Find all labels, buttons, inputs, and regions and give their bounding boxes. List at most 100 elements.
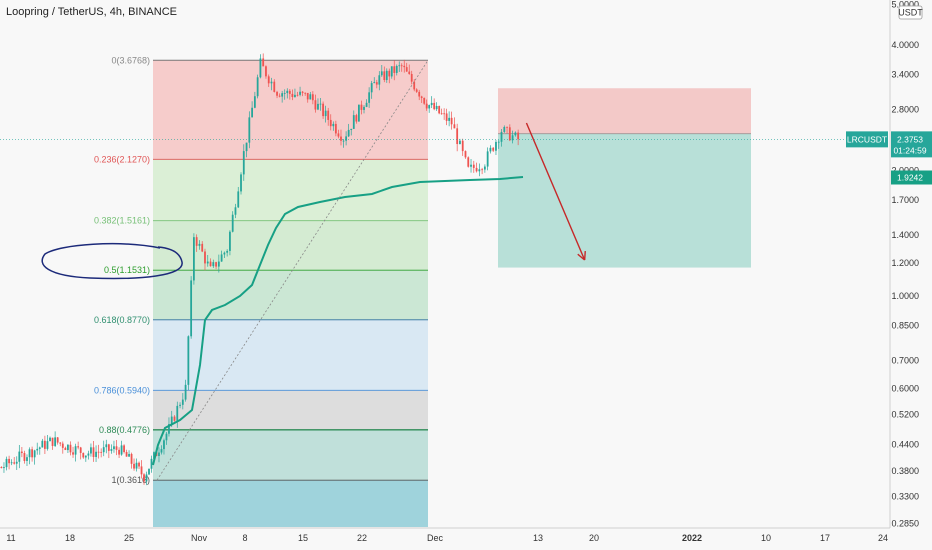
candle-body <box>375 82 378 85</box>
candle-body <box>3 467 5 469</box>
candle-body <box>467 157 470 167</box>
time-tick-label: 18 <box>65 533 75 543</box>
time-axis-bg <box>0 528 932 550</box>
ma-value: 1.9242 <box>897 172 923 182</box>
price-tick-label: 0.3300 <box>891 492 919 502</box>
candle-body <box>332 123 335 127</box>
candle-body <box>215 262 217 267</box>
drawings <box>0 60 888 481</box>
candle-body <box>97 451 100 453</box>
fib-band <box>153 390 428 430</box>
candle-body <box>153 452 155 459</box>
candle-body <box>291 93 294 98</box>
candle-body <box>95 451 97 457</box>
candle-body <box>120 445 123 455</box>
candle-body <box>26 457 28 461</box>
candle-body <box>327 110 330 120</box>
candle-body <box>514 132 517 136</box>
fib-label: 0.382(1.5161) <box>94 216 150 226</box>
candle-body <box>10 462 13 464</box>
candle-body <box>110 449 113 451</box>
candle-body <box>500 131 503 142</box>
fib-trend-line <box>156 60 429 481</box>
candle-body <box>283 93 286 94</box>
candle-body <box>170 416 173 425</box>
candle-body <box>256 77 259 97</box>
candle-body <box>105 444 108 448</box>
candle-body <box>46 441 49 449</box>
candle-body <box>67 444 69 451</box>
fib-band <box>153 429 428 481</box>
candle-body <box>115 446 118 450</box>
fib-band <box>153 270 428 320</box>
price-tick-label: 4.0000 <box>891 40 919 50</box>
candle-body <box>51 437 54 446</box>
time-tick-label: 2022 <box>682 533 702 543</box>
candle-body <box>296 94 299 96</box>
candle-body <box>100 451 103 453</box>
candle-body <box>229 231 231 251</box>
candle-body <box>23 453 26 461</box>
candle-body <box>253 96 256 108</box>
candle-body <box>217 261 220 267</box>
candle-body <box>329 119 332 127</box>
candle-body <box>128 453 130 457</box>
fib-label: 0.618(0.8770) <box>94 315 150 325</box>
candle-body <box>368 92 371 103</box>
bar-countdown: 01:24:59 <box>893 145 926 155</box>
candle-body <box>79 447 82 453</box>
candle-body <box>464 151 467 158</box>
candle-body <box>340 136 342 141</box>
candle-body <box>301 91 304 93</box>
candle-body <box>408 71 411 74</box>
candle-body <box>5 458 8 468</box>
candle-body <box>265 66 267 77</box>
candle-body <box>13 462 16 464</box>
time-tick-label: 13 <box>533 533 543 543</box>
candle-body <box>481 169 484 171</box>
candle-body <box>33 450 36 458</box>
candle-body <box>168 424 170 434</box>
candle-body <box>0 466 3 469</box>
candle-body <box>209 261 212 267</box>
candle-body <box>475 167 478 172</box>
price-tick-label: 0.4400 <box>891 440 919 450</box>
price-tick-label: 0.3800 <box>891 466 919 476</box>
candle-body <box>234 207 237 215</box>
candle-body <box>74 446 77 455</box>
candle-body <box>345 136 348 141</box>
candle-body <box>133 463 135 469</box>
candle-body <box>311 94 314 101</box>
candle-body <box>456 128 459 145</box>
candle-body <box>38 447 41 449</box>
candle-body <box>125 452 128 457</box>
candle-body <box>143 474 145 482</box>
candle-body <box>165 433 168 441</box>
candle-body <box>145 474 148 482</box>
time-tick-label: Nov <box>191 533 208 543</box>
candle-body <box>395 65 398 73</box>
candle-body <box>508 127 511 141</box>
candle-body <box>226 250 229 253</box>
candle-body <box>135 462 138 469</box>
candle-body <box>56 437 59 443</box>
candle-body <box>259 58 262 78</box>
candle-body <box>204 251 206 264</box>
candle-body <box>433 102 436 110</box>
fib-bands <box>153 60 428 527</box>
candle-body <box>428 105 431 109</box>
candle-body <box>317 103 319 110</box>
time-axis: 11 18 25 Nov 8 15 22 Dec 13 20 2022 10 17 24 <box>0 527 932 550</box>
candle-body <box>206 261 209 264</box>
candle-body <box>450 117 453 125</box>
candle-body <box>459 140 461 145</box>
candle-body <box>418 91 421 97</box>
fib-label: 0.5(1.1531) <box>104 265 150 275</box>
candle-body <box>267 76 270 84</box>
candle-body <box>240 174 242 192</box>
candle-body <box>273 81 276 92</box>
price-tick-label: 0.8500 <box>891 320 919 330</box>
price-axis: 5.00004.00003.40002.80002.00001.70001.40… <box>846 0 932 550</box>
candle-body <box>478 169 481 172</box>
